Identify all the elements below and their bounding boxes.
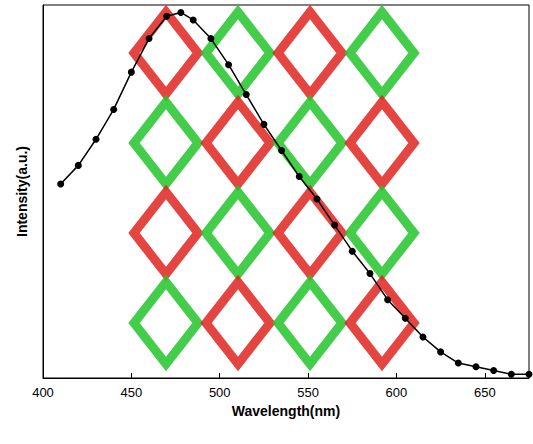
svg-text:Intensity(a.u.): Intensity(a.u.) xyxy=(14,146,30,237)
svg-text:400: 400 xyxy=(32,385,54,400)
svg-text:500: 500 xyxy=(209,385,231,400)
svg-text:450: 450 xyxy=(121,385,143,400)
svg-text:Wavelength(nm): Wavelength(nm) xyxy=(232,403,340,419)
svg-text:550: 550 xyxy=(297,385,319,400)
svg-text:600: 600 xyxy=(386,385,408,400)
svg-text:650: 650 xyxy=(474,385,496,400)
